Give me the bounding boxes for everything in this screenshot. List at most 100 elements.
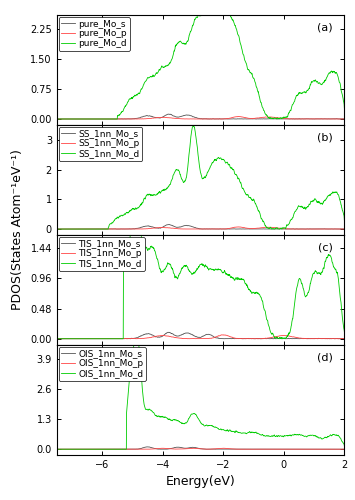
TIS_1nn_Mo_s: [166, 330, 170, 336]
TIS_1nn_Mo_p: [221, 332, 225, 338]
SS_1nn_Mo_p: [342, 226, 346, 232]
OIS_1nn_Mo_p: [152, 446, 156, 452]
Line: SS_1nn_Mo_p: SS_1nn_Mo_p: [57, 227, 344, 229]
OIS_1nn_Mo_s: [93, 446, 97, 452]
TIS_1nn_Mo_s: [206, 331, 210, 337]
OIS_1nn_Mo_p: [93, 446, 97, 452]
OIS_1nn_Mo_s: [342, 446, 346, 452]
Text: PDOS(States Atom⁻¹eV⁻¹): PDOS(States Atom⁻¹eV⁻¹): [11, 150, 24, 310]
OIS_1nn_Mo_p: [55, 446, 59, 452]
Line: OIS_1nn_Mo_s: OIS_1nn_Mo_s: [57, 447, 344, 449]
OIS_1nn_Mo_d: [103, 446, 107, 452]
OIS_1nn_Mo_d: [180, 420, 184, 426]
Text: (b): (b): [317, 132, 333, 142]
TIS_1nn_Mo_s: [152, 333, 156, 339]
SS_1nn_Mo_s: [212, 226, 216, 232]
OIS_1nn_Mo_d: [206, 423, 210, 429]
TIS_1nn_Mo_p: [103, 336, 107, 342]
SS_1nn_Mo_d: [55, 226, 59, 232]
TIS_1nn_Mo_d: [342, 328, 346, 334]
pure_Mo_p: [236, 114, 241, 119]
TIS_1nn_Mo_s: [180, 332, 184, 338]
Line: pure_Mo_p: pure_Mo_p: [57, 116, 344, 119]
OIS_1nn_Mo_s: [206, 446, 210, 452]
pure_Mo_p: [179, 116, 184, 122]
pure_Mo_p: [152, 115, 156, 121]
Legend: TIS_1nn_Mo_s, TIS_1nn_Mo_p, TIS_1nn_Mo_d: TIS_1nn_Mo_s, TIS_1nn_Mo_p, TIS_1nn_Mo_d: [59, 237, 145, 271]
pure_Mo_s: [206, 116, 210, 122]
TIS_1nn_Mo_d: [103, 336, 107, 342]
Line: SS_1nn_Mo_s: SS_1nn_Mo_s: [57, 224, 344, 229]
SS_1nn_Mo_p: [206, 226, 210, 232]
SS_1nn_Mo_s: [55, 226, 59, 232]
pure_Mo_p: [212, 116, 216, 122]
Line: TIS_1nn_Mo_p: TIS_1nn_Mo_p: [57, 335, 344, 338]
TIS_1nn_Mo_d: [152, 245, 156, 251]
SS_1nn_Mo_p: [55, 226, 59, 232]
OIS_1nn_Mo_p: [206, 446, 210, 452]
TIS_1nn_Mo_p: [212, 334, 216, 340]
pure_Mo_d: [103, 116, 107, 122]
OIS_1nn_Mo_d: [152, 410, 156, 416]
Line: pure_Mo_s: pure_Mo_s: [57, 114, 344, 119]
OIS_1nn_Mo_d: [342, 443, 346, 449]
TIS_1nn_Mo_s: [212, 334, 216, 340]
Line: OIS_1nn_Mo_p: OIS_1nn_Mo_p: [57, 448, 344, 449]
OIS_1nn_Mo_p: [212, 446, 216, 452]
pure_Mo_p: [93, 116, 97, 122]
TIS_1nn_Mo_d: [180, 265, 184, 271]
OIS_1nn_Mo_p: [222, 446, 226, 452]
pure_Mo_s: [93, 116, 97, 122]
OIS_1nn_Mo_d: [135, 334, 139, 340]
SS_1nn_Mo_d: [103, 226, 107, 232]
TIS_1nn_Mo_p: [206, 336, 210, 342]
Text: (d): (d): [317, 352, 333, 362]
Legend: SS_1nn_Mo_s, SS_1nn_Mo_p, SS_1nn_Mo_d: SS_1nn_Mo_s, SS_1nn_Mo_p, SS_1nn_Mo_d: [59, 127, 142, 161]
pure_Mo_p: [342, 116, 346, 122]
OIS_1nn_Mo_p: [342, 446, 346, 452]
SS_1nn_Mo_d: [152, 192, 156, 198]
pure_Mo_p: [103, 116, 107, 122]
TIS_1nn_Mo_p: [152, 334, 156, 340]
pure_Mo_d: [342, 105, 346, 111]
OIS_1nn_Mo_d: [55, 446, 59, 452]
pure_Mo_s: [212, 116, 216, 122]
TIS_1nn_Mo_p: [93, 336, 97, 342]
SS_1nn_Mo_s: [168, 222, 172, 228]
SS_1nn_Mo_d: [342, 217, 346, 223]
OIS_1nn_Mo_p: [179, 446, 184, 452]
SS_1nn_Mo_p: [179, 226, 184, 232]
TIS_1nn_Mo_d: [212, 267, 216, 273]
SS_1nn_Mo_d: [93, 226, 97, 232]
TIS_1nn_Mo_p: [55, 336, 59, 342]
SS_1nn_Mo_s: [93, 226, 97, 232]
OIS_1nn_Mo_s: [145, 444, 149, 450]
SS_1nn_Mo_s: [103, 226, 107, 232]
Line: OIS_1nn_Mo_d: OIS_1nn_Mo_d: [57, 336, 344, 449]
TIS_1nn_Mo_d: [55, 336, 59, 342]
TIS_1nn_Mo_p: [179, 335, 184, 341]
SS_1nn_Mo_p: [212, 226, 216, 232]
pure_Mo_s: [342, 116, 346, 122]
TIS_1nn_Mo_p: [342, 336, 346, 342]
pure_Mo_p: [206, 116, 210, 122]
TIS_1nn_Mo_s: [93, 336, 97, 342]
SS_1nn_Mo_p: [103, 226, 107, 232]
TIS_1nn_Mo_s: [55, 336, 59, 342]
OIS_1nn_Mo_s: [103, 446, 107, 452]
pure_Mo_d: [179, 40, 184, 46]
OIS_1nn_Mo_s: [180, 444, 184, 450]
SS_1nn_Mo_d: [212, 158, 216, 164]
SS_1nn_Mo_p: [93, 226, 97, 232]
OIS_1nn_Mo_s: [212, 446, 216, 452]
pure_Mo_d: [152, 74, 156, 80]
pure_Mo_s: [152, 114, 156, 120]
pure_Mo_d: [55, 116, 59, 122]
TIS_1nn_Mo_s: [103, 336, 107, 342]
SS_1nn_Mo_d: [191, 122, 195, 128]
SS_1nn_Mo_p: [236, 224, 241, 230]
SS_1nn_Mo_s: [206, 226, 210, 232]
pure_Mo_d: [93, 116, 97, 122]
Text: (c): (c): [318, 242, 333, 252]
OIS_1nn_Mo_d: [212, 424, 216, 430]
